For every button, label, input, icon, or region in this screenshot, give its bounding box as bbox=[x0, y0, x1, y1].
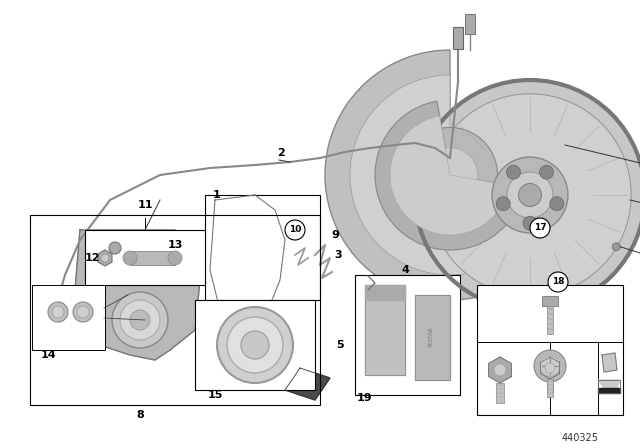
Bar bbox=[195, 300, 315, 390]
Text: 3: 3 bbox=[334, 250, 342, 260]
Text: 14: 14 bbox=[40, 350, 56, 360]
Text: 19: 19 bbox=[357, 393, 373, 403]
Circle shape bbox=[550, 197, 564, 211]
Circle shape bbox=[534, 350, 566, 382]
Polygon shape bbox=[415, 295, 450, 380]
Bar bbox=[547, 382, 553, 392]
Circle shape bbox=[506, 165, 520, 179]
Circle shape bbox=[217, 307, 293, 383]
Bar bbox=[547, 379, 553, 397]
Circle shape bbox=[548, 272, 568, 292]
Circle shape bbox=[530, 218, 550, 238]
Text: 11: 11 bbox=[137, 200, 153, 210]
Circle shape bbox=[123, 251, 137, 265]
Circle shape bbox=[130, 310, 150, 330]
Bar bbox=[205, 195, 320, 300]
Text: 15: 15 bbox=[207, 390, 223, 400]
Circle shape bbox=[285, 220, 305, 240]
Polygon shape bbox=[365, 285, 405, 300]
Wedge shape bbox=[325, 50, 575, 300]
Circle shape bbox=[540, 356, 560, 376]
Bar bbox=[465, 14, 475, 34]
Circle shape bbox=[48, 302, 68, 322]
Text: 17: 17 bbox=[534, 224, 547, 233]
Circle shape bbox=[112, 292, 168, 348]
Polygon shape bbox=[489, 357, 511, 383]
Circle shape bbox=[492, 157, 568, 233]
Circle shape bbox=[429, 94, 631, 296]
Text: 10: 10 bbox=[289, 225, 301, 234]
Bar bbox=[355, 275, 460, 395]
Bar bbox=[477, 285, 623, 415]
Polygon shape bbox=[365, 285, 405, 375]
Circle shape bbox=[415, 80, 640, 310]
Circle shape bbox=[507, 172, 553, 218]
Bar bbox=[453, 27, 463, 49]
Circle shape bbox=[227, 317, 283, 373]
Text: TEXTAR: TEXTAR bbox=[429, 327, 435, 348]
Bar bbox=[547, 306, 553, 334]
Wedge shape bbox=[375, 101, 524, 250]
Wedge shape bbox=[350, 75, 550, 275]
Polygon shape bbox=[98, 250, 112, 266]
Wedge shape bbox=[390, 116, 509, 235]
Bar bbox=[30, 215, 320, 405]
Polygon shape bbox=[285, 368, 330, 400]
Circle shape bbox=[52, 306, 64, 318]
Circle shape bbox=[523, 216, 537, 230]
Circle shape bbox=[101, 254, 109, 262]
Circle shape bbox=[518, 184, 541, 207]
Circle shape bbox=[77, 306, 89, 318]
Text: 12: 12 bbox=[84, 253, 100, 263]
Text: 1: 1 bbox=[213, 190, 221, 200]
Circle shape bbox=[496, 197, 510, 211]
Text: 18: 18 bbox=[552, 277, 564, 287]
Polygon shape bbox=[210, 195, 285, 325]
Polygon shape bbox=[602, 353, 617, 372]
Circle shape bbox=[120, 300, 160, 340]
Polygon shape bbox=[598, 380, 620, 388]
Text: 2: 2 bbox=[277, 148, 285, 158]
Bar bbox=[130, 251, 175, 265]
Bar bbox=[542, 296, 558, 306]
Circle shape bbox=[494, 364, 506, 376]
Circle shape bbox=[403, 128, 497, 223]
Text: 440325: 440325 bbox=[561, 433, 598, 443]
Circle shape bbox=[109, 242, 121, 254]
Circle shape bbox=[422, 147, 477, 202]
Polygon shape bbox=[540, 357, 559, 379]
Text: 8: 8 bbox=[136, 410, 144, 420]
Circle shape bbox=[545, 363, 555, 373]
Text: 13: 13 bbox=[167, 240, 182, 250]
Text: 5: 5 bbox=[336, 340, 344, 350]
Polygon shape bbox=[598, 388, 620, 393]
Circle shape bbox=[73, 302, 93, 322]
Bar bbox=[32, 285, 105, 350]
Bar bbox=[496, 383, 504, 403]
Polygon shape bbox=[75, 230, 200, 360]
Circle shape bbox=[48, 303, 62, 317]
Bar bbox=[85, 230, 205, 285]
Text: 9: 9 bbox=[331, 230, 339, 240]
Circle shape bbox=[241, 331, 269, 359]
Circle shape bbox=[168, 251, 182, 265]
Text: 4: 4 bbox=[401, 265, 409, 275]
Circle shape bbox=[540, 165, 554, 179]
Circle shape bbox=[612, 243, 620, 251]
